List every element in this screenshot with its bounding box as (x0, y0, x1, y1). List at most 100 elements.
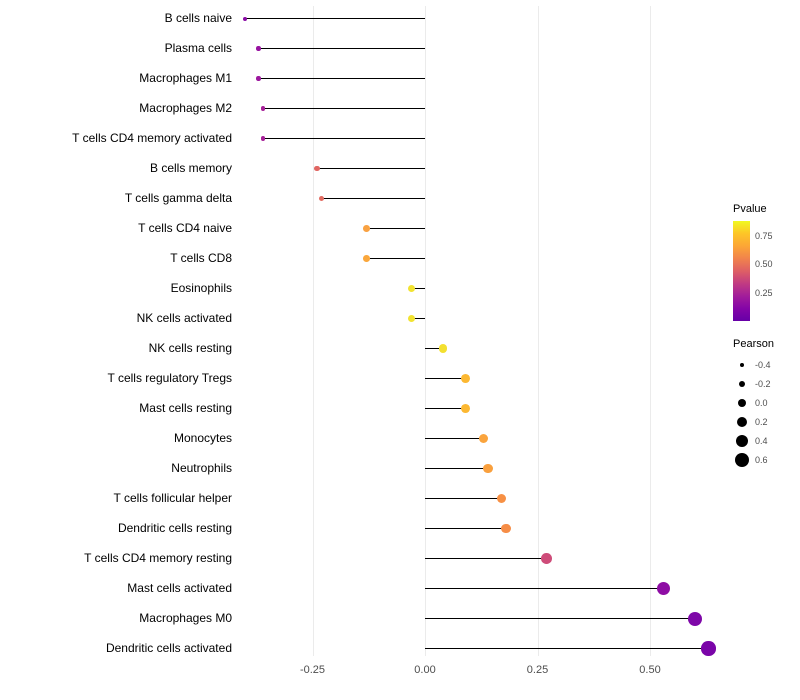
lollipop-point (243, 16, 247, 21)
lollipop-stem (425, 468, 488, 469)
category-label: Monocytes (173, 431, 232, 445)
pvalue-legend-title: Pvalue (733, 203, 767, 215)
pvalue-tick-label: 0.75 (755, 230, 773, 241)
lollipop-point (541, 553, 552, 564)
pearson-legend-dot (738, 398, 746, 407)
pearson-legend-dot (739, 380, 745, 387)
category-label: Macrophages M0 (139, 611, 232, 625)
pvalue-legend: 0.75 0.50 0.25 (733, 221, 797, 321)
category-label: Dendritic cells resting (117, 521, 232, 535)
lollipop-point (656, 581, 671, 596)
category-label: Mast cells activated (127, 581, 232, 595)
pearson-legend-dot-cell (733, 380, 751, 387)
lollipop-stem (366, 258, 425, 259)
category-label: Macrophages M1 (139, 71, 232, 85)
lollipop-point (483, 463, 493, 474)
x-axis-tick-label: -0.25 (299, 664, 326, 676)
pearson-legend-dot (737, 416, 747, 427)
lollipop-point (363, 225, 370, 232)
category-label: B cells naive (164, 11, 232, 25)
lollipop-point (363, 255, 370, 262)
pearson-legend-row: 0.6 (733, 450, 771, 469)
category-label: T cells regulatory Tregs (107, 371, 233, 385)
lollipop-point (407, 284, 416, 293)
legend-panel: Pvalue 0.75 0.50 0.25 Pearson -0.4 -0.2 0.0 0… (731, 0, 800, 700)
pearson-tick-label: -0.4 (755, 359, 771, 370)
pearson-tick-label: 0.2 (755, 416, 768, 427)
lollipop-stem (425, 558, 547, 559)
lollipop-stem (263, 138, 425, 139)
lollipop-stem (425, 588, 664, 589)
pearson-legend-dot (740, 362, 744, 367)
pvalue-tick-label: 0.25 (755, 287, 773, 298)
pearson-legend-dot-cell (733, 362, 751, 367)
category-label: Plasma cells (164, 41, 232, 55)
lollipop-point (256, 46, 261, 51)
gridline (650, 6, 651, 656)
lollipop-stem (425, 618, 695, 619)
pearson-legend-title: Pearson (733, 338, 774, 350)
category-label: B cells memory (149, 161, 232, 175)
category-label: Mast cells resting (139, 401, 232, 415)
lollipop-point (478, 433, 489, 444)
pearson-legend-dot-cell (733, 452, 751, 467)
lollipop-stem (258, 78, 425, 79)
pearson-tick-label: -0.2 (755, 378, 771, 389)
lollipop-point (461, 374, 470, 383)
lollipop-point (438, 344, 448, 353)
lollipop-point (688, 611, 702, 626)
lollipop-stem (425, 498, 502, 499)
pvalue-tick-label: 0.50 (755, 259, 773, 270)
lollipop-point (260, 136, 266, 141)
gridline (537, 6, 539, 656)
pearson-legend-dot-cell (733, 434, 751, 447)
category-label: T cells follicular helper (113, 491, 233, 505)
pearson-legend-row: 0.2 (733, 412, 771, 431)
category-label: Macrophages M2 (139, 101, 232, 115)
lollipop-stem (366, 228, 425, 229)
pearson-tick-label: 0.0 (755, 397, 768, 408)
pearson-legend-row: 0.4 (733, 431, 771, 450)
x-axis-tick-label: 0.25 (526, 664, 549, 676)
lollipop-stem (263, 108, 425, 109)
gridline (312, 6, 314, 656)
lollipop-stem (245, 18, 425, 19)
lollipop-point (461, 404, 470, 413)
pearson-legend-dot (736, 434, 748, 447)
lollipop-stem (425, 438, 484, 439)
category-label: NK cells activated (136, 311, 232, 325)
lollipop-stem (425, 648, 709, 649)
pearson-legend-row: -0.4 (733, 355, 771, 374)
category-label: T cells CD4 memory activated (72, 131, 232, 145)
lollipop-point (407, 314, 416, 323)
lollipop-stem (317, 168, 425, 169)
pearson-legend-row: 0.0 (733, 393, 771, 412)
lollipop-stem (425, 408, 466, 409)
lollipop-stem (411, 288, 425, 289)
pearson-legend-row: -0.2 (733, 374, 771, 393)
category-label: T cells gamma delta (124, 191, 232, 205)
lollipop-stem (258, 48, 425, 49)
category-label: T cells CD4 memory resting (84, 551, 232, 565)
lollipop-stem (321, 198, 425, 199)
lollipop-stem (411, 318, 425, 319)
lollipop-stem (425, 528, 506, 529)
lollipop-point (501, 523, 511, 534)
x-axis-tick-label: 0.00 (414, 664, 436, 676)
pearson-legend-dot (735, 452, 749, 467)
lollipop-point (260, 106, 266, 111)
pearson-legend-dot-cell (733, 416, 751, 427)
category-label: NK cells resting (148, 341, 232, 355)
x-axis-tick-label: 0.50 (639, 664, 661, 676)
category-label: T cells CD8 (170, 251, 232, 265)
category-label: Dendritic cells activated (105, 641, 232, 655)
pearson-tick-label: 0.6 (755, 454, 768, 465)
category-label: Eosinophils (170, 281, 232, 295)
lollipop-point (314, 165, 320, 172)
pearson-size-legend: -0.4 -0.2 0.0 0.2 0.4 0.6 (733, 355, 771, 469)
pearson-legend-dot-cell (733, 398, 751, 407)
lollipop-point (701, 641, 716, 656)
gridline (425, 6, 426, 656)
lollipop-point (318, 195, 325, 202)
